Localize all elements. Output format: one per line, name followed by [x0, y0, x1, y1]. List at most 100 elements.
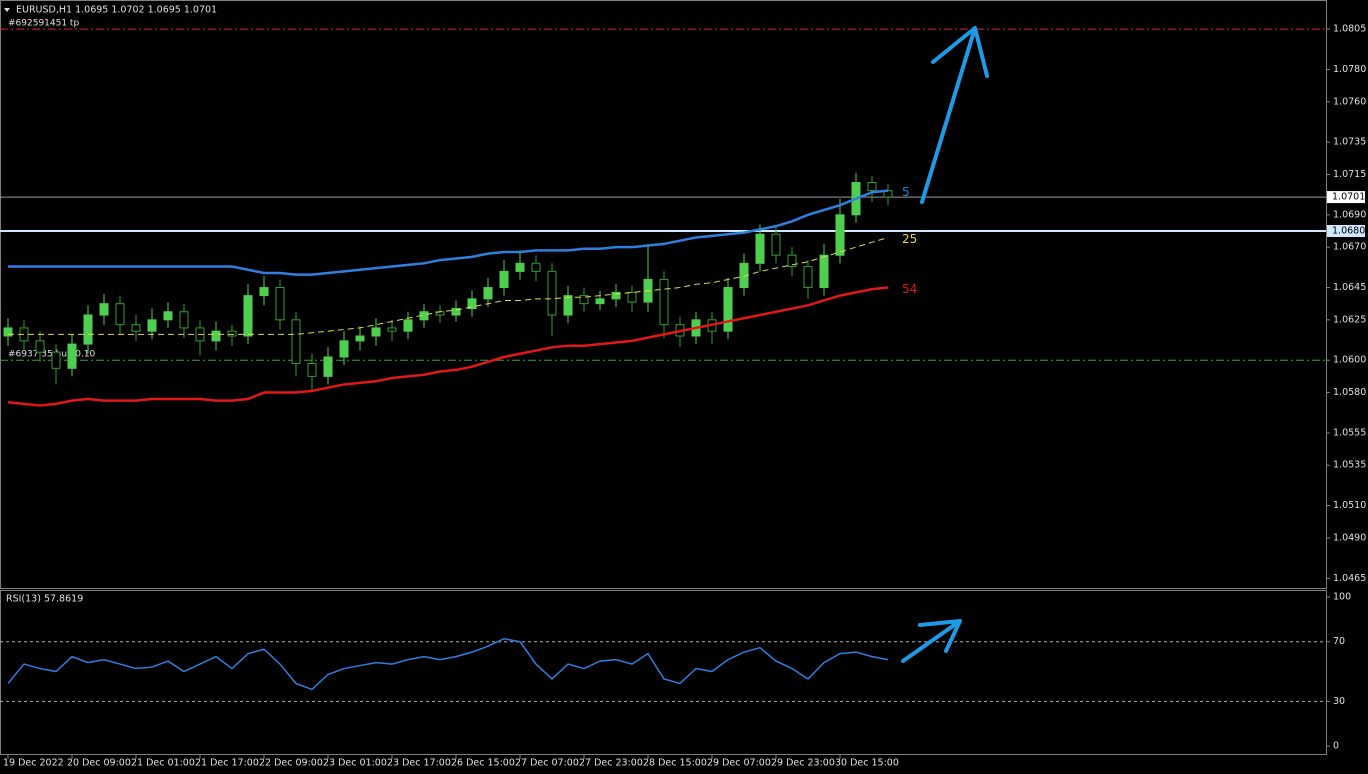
x-tick-label: 21 Dec 01:00: [131, 758, 195, 769]
collapse-icon[interactable]: [4, 8, 10, 12]
plot-layer: 1.0805 1.0780 1.0760 1.0735 1.0715 1.0690 1.06…: [0, 19, 1366, 769]
candle-body: [403, 319, 413, 332]
candle-body: [819, 254, 829, 289]
y-tick-label: 1.0580: [1333, 387, 1366, 398]
rsi-arrow: [901, 619, 962, 663]
candle-body: [355, 335, 365, 342]
candle-body: [147, 319, 157, 332]
price-label-box: [1327, 225, 1365, 237]
y-tick-label: 1.0465: [1333, 573, 1366, 584]
candle-body: [211, 330, 221, 342]
x-tick-label: 29 Dec 23:00: [771, 758, 835, 769]
candle-body: [627, 291, 637, 303]
main-arrow: [920, 26, 989, 204]
ma-label: 5: [902, 185, 910, 199]
candle-body: [275, 287, 285, 321]
x-tick-label: 21 Dec 17:00: [195, 758, 259, 769]
x-tick-label: 26 Dec 15:00: [451, 758, 515, 769]
y-tick-label: 30: [1333, 696, 1345, 707]
candle-body: [163, 311, 173, 321]
x-tick-label: 27 Dec 07:00: [515, 758, 579, 769]
y-tick-label: 1.0510: [1333, 500, 1366, 511]
candle-body: [595, 298, 605, 305]
order-label: #692591451 tp: [8, 19, 79, 29]
candle-body: [243, 295, 253, 337]
x-tick-label: 28 Dec 15:00: [643, 758, 707, 769]
candle-body: [531, 262, 541, 272]
rsi-header: RSI(13) 57.8619: [6, 594, 83, 605]
candle-body: [515, 262, 525, 272]
candle-body: [723, 287, 733, 332]
candle-body: [35, 340, 45, 353]
candle-body: [67, 343, 77, 369]
x-tick-label: 19 Dec 2022: [3, 758, 64, 769]
candle-body: [307, 362, 317, 377]
candle-body: [787, 254, 797, 268]
candle-body: [323, 356, 333, 377]
candle-body: [835, 214, 845, 256]
candle-body: [3, 327, 13, 337]
y-tick-label: 100: [1333, 592, 1351, 603]
y-tick-label: 1.0670: [1333, 242, 1366, 253]
candle-body: [563, 295, 573, 316]
y-tick-label: 1.0735: [1333, 137, 1366, 148]
y-tick-label: 1.0555: [1333, 427, 1366, 438]
candle-body: [867, 182, 877, 192]
candle-body: [451, 308, 461, 316]
candle-body: [547, 270, 557, 316]
candle-body: [179, 311, 189, 329]
candle-body: [499, 270, 509, 289]
symbol-header: EURUSD,H1 1.0695 1.0702 1.0695 1.0701: [16, 5, 217, 16]
candle-body: [467, 298, 477, 310]
candle-body: [339, 340, 349, 358]
candle-body: [83, 314, 93, 345]
x-tick-label: 20 Dec 09:00: [67, 758, 131, 769]
price-label: 1.0680: [1332, 226, 1365, 237]
candle-body: [115, 303, 125, 326]
candle-body: [755, 233, 765, 264]
candle-body: [483, 287, 493, 300]
candle-body: [659, 278, 669, 326]
y-tick-label: 1.0600: [1333, 355, 1366, 366]
ma-label: 54: [902, 282, 917, 296]
candle-body: [131, 324, 141, 332]
y-tick-label: 1.0690: [1333, 209, 1366, 220]
x-tick-label: 23 Dec 01:00: [323, 758, 387, 769]
candle-body: [371, 327, 381, 337]
candle-body: [387, 327, 397, 332]
moving-average: [8, 189, 889, 276]
candle-body: [99, 303, 109, 316]
x-tick-label: 27 Dec 23:00: [579, 758, 643, 769]
price-label-box: [1327, 191, 1365, 204]
candle-body: [291, 319, 301, 364]
candle-body: [611, 291, 621, 300]
x-tick-label: 29 Dec 07:00: [707, 758, 771, 769]
candle-body: [259, 287, 269, 297]
x-tick-label: 22 Dec 09:00: [259, 758, 323, 769]
x-tick-label: 30 Dec 15:00: [835, 758, 899, 769]
moving-average: [8, 236, 889, 335]
candle-body: [579, 295, 589, 305]
rsi-line: [7, 637, 889, 691]
y-tick-label: 1.0780: [1333, 64, 1366, 75]
y-tick-label: 70: [1333, 636, 1345, 647]
candle-body: [803, 266, 813, 289]
y-tick-label: 1.0805: [1333, 24, 1366, 35]
candle-body: [771, 233, 781, 256]
x-tick-label: 23 Dec 17:00: [387, 758, 451, 769]
candle-body: [51, 351, 61, 369]
y-tick-label: 1.0535: [1333, 460, 1366, 471]
forecast-arrows: [901, 26, 989, 663]
ma-label: 25: [902, 232, 917, 246]
moving-average: [7, 286, 889, 407]
y-tick-label: 1.0625: [1333, 314, 1366, 325]
y-tick-label: 1.0760: [1333, 96, 1366, 107]
y-tick-label: 1.0715: [1333, 169, 1366, 180]
rsi-panel-frame: [0, 590, 1327, 755]
candle-body: [227, 330, 237, 337]
y-tick-label: 1.0645: [1333, 282, 1366, 293]
main-panel-frame: [0, 0, 1327, 589]
